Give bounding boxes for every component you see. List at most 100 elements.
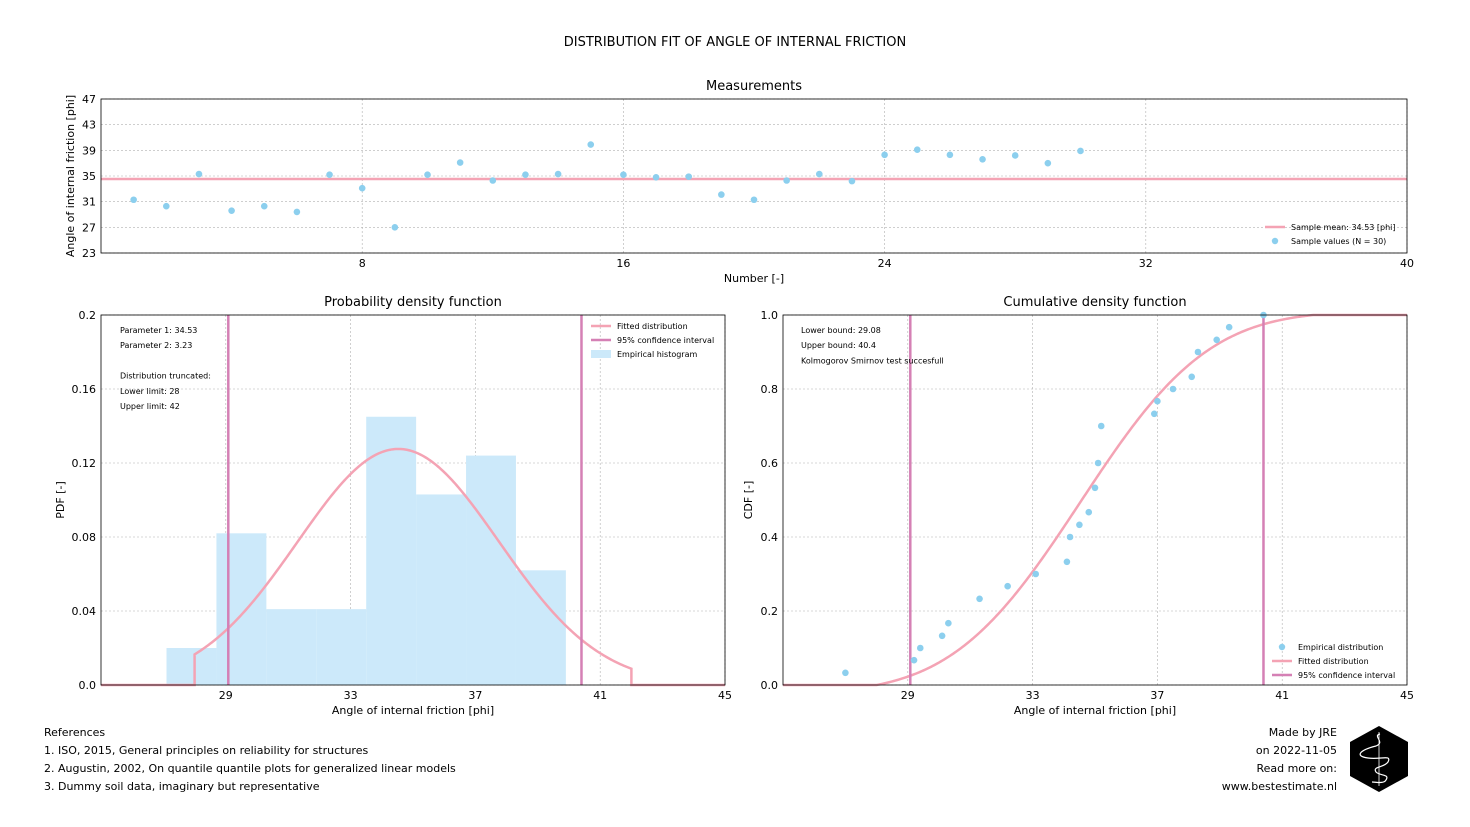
y-tick-label: 0.2 xyxy=(79,309,97,322)
sample-point xyxy=(913,146,921,153)
y-tick-label: 0.0 xyxy=(79,679,97,692)
sample-point xyxy=(522,171,529,179)
sample-point xyxy=(1077,147,1084,155)
empirical-point xyxy=(1213,336,1220,344)
y-tick-label: 0.4 xyxy=(761,531,779,544)
sample-point xyxy=(195,170,203,178)
sample-point xyxy=(685,173,692,180)
x-tick-label: 41 xyxy=(1275,689,1289,702)
parameter-annotation: Upper limit: 42 xyxy=(120,402,180,411)
y-tick-label: 0.8 xyxy=(761,383,779,396)
x-tick-label: 40 xyxy=(1400,257,1414,270)
parameter-annotation: Parameter 1: 34.53 xyxy=(120,326,197,335)
x-tick-label: 41 xyxy=(593,689,607,702)
empirical-point xyxy=(1097,422,1105,430)
empirical-point xyxy=(1063,558,1071,566)
sample-point xyxy=(946,151,954,159)
y-tick-label: 31 xyxy=(82,196,96,209)
sample-point xyxy=(424,171,431,179)
fitted-distribution-line xyxy=(783,313,1407,687)
y-tick-label: 0.04 xyxy=(72,605,97,618)
empirical-point xyxy=(1004,582,1011,590)
y-axis-label: PDF [-] xyxy=(54,481,67,518)
legend: Empirical distribution Fitted distributio… xyxy=(1272,643,1395,680)
figure-title: DISTRIBUTION FIT OF ANGLE OF INTERNAL FR… xyxy=(564,35,906,50)
pdf-chart: 29 33 37 41 45 0.0 0.04 0.08 0.12 0.16 0.2 Probabil… xyxy=(54,295,732,717)
plot-frame xyxy=(782,314,1408,686)
chart-title: Cumulative density function xyxy=(1003,295,1186,310)
histogram-bar xyxy=(515,570,566,685)
chart-title: Probability density function xyxy=(324,295,502,310)
sample-point xyxy=(260,202,268,210)
sample-point xyxy=(228,207,235,214)
sample-point xyxy=(979,156,986,163)
y-tick-label: 0.16 xyxy=(72,383,97,396)
ks-annotation: Kolmogorov Smirnov test succesfull xyxy=(801,356,944,365)
empirical-point xyxy=(1169,385,1177,393)
histogram-bar xyxy=(166,648,217,685)
y-tick-label: 0.6 xyxy=(761,457,779,470)
references-block: References 1. ISO, 2015, General princip… xyxy=(44,724,456,796)
reference-item: 2. Augustin, 2002, On quantile quantile … xyxy=(44,762,456,775)
sample-point xyxy=(489,177,497,184)
x-tick-label: 45 xyxy=(718,689,732,702)
legend-label: 95% confidence interval xyxy=(1298,671,1395,680)
parameter-annotation: Lower limit: 28 xyxy=(120,387,180,396)
reference-item: 3. Dummy soil data, imaginary but repres… xyxy=(44,780,320,793)
sample-point xyxy=(1011,152,1019,159)
y-axis-label: Angle of internal friction [phi] xyxy=(64,95,77,257)
sample-point xyxy=(620,171,627,179)
x-tick-label: 16 xyxy=(616,257,630,270)
legend-label: Fitted distribution xyxy=(617,322,688,331)
measurements-chart: 8 16 24 32 40 23 27 31 35 39 43 47 Measurements Numbe… xyxy=(64,79,1414,285)
legend-label: Sample mean: 34.53 [phi] xyxy=(1291,223,1396,232)
credits-author: Made by JRE xyxy=(1268,726,1337,739)
empirical-point xyxy=(1085,508,1093,516)
sample-point xyxy=(391,224,399,231)
reference-item: 1. ISO, 2015, General principles on reli… xyxy=(44,744,369,757)
y-tick-label: 39 xyxy=(82,144,96,157)
gridlines xyxy=(783,314,1408,686)
x-tick-label: 29 xyxy=(901,689,915,702)
x-tick-label: 37 xyxy=(468,689,482,702)
y-tick-label: 23 xyxy=(82,247,96,260)
legend-label: Sample values (N = 30) xyxy=(1291,237,1386,246)
legend: Sample mean: 34.53 [phi] Sample values (N… xyxy=(1265,223,1396,246)
x-tick-label: 29 xyxy=(219,689,233,702)
credits-read-more: Read more on: xyxy=(1256,762,1337,775)
credits-date: on 2022-11-05 xyxy=(1255,744,1337,757)
y-axis-label: CDF [-] xyxy=(742,481,755,520)
empirical-point xyxy=(1225,323,1233,331)
sample-point xyxy=(326,171,333,179)
empirical-point xyxy=(976,595,983,603)
sample-point xyxy=(816,170,823,178)
y-tick-label: 0.2 xyxy=(761,605,779,618)
x-axis-label: Angle of internal friction [phi] xyxy=(1014,704,1176,717)
x-axis-label: Number [-] xyxy=(724,272,784,285)
x-tick-label: 45 xyxy=(1400,689,1414,702)
histogram-bar xyxy=(466,455,516,685)
histogram-bar xyxy=(366,416,417,685)
histogram-bar xyxy=(316,609,367,685)
sample-point xyxy=(718,191,725,198)
x-axis-label: Angle of internal friction [phi] xyxy=(332,704,494,717)
y-tick-label: 47 xyxy=(82,93,96,106)
sample-point xyxy=(358,184,366,192)
x-tick-label: 32 xyxy=(1139,257,1153,270)
gridlines xyxy=(101,98,1408,254)
y-tick-label: 35 xyxy=(82,170,96,183)
empirical-point xyxy=(1188,373,1196,381)
references-heading: References xyxy=(44,726,106,739)
empirical-point xyxy=(1032,570,1040,578)
empirical-point xyxy=(938,632,946,640)
x-tick-label: 24 xyxy=(878,257,892,270)
ks-annotation: Lower bound: 29.08 xyxy=(801,326,881,335)
plot-frame xyxy=(100,98,1408,254)
plot-frame xyxy=(100,314,726,686)
sample-point xyxy=(652,173,660,181)
ks-annotation: Upper bound: 40.4 xyxy=(801,341,876,350)
y-tick-label: 27 xyxy=(82,221,96,234)
credits-website[interactable]: www.bestestimate.nl xyxy=(1221,780,1337,793)
sample-point xyxy=(293,208,301,216)
